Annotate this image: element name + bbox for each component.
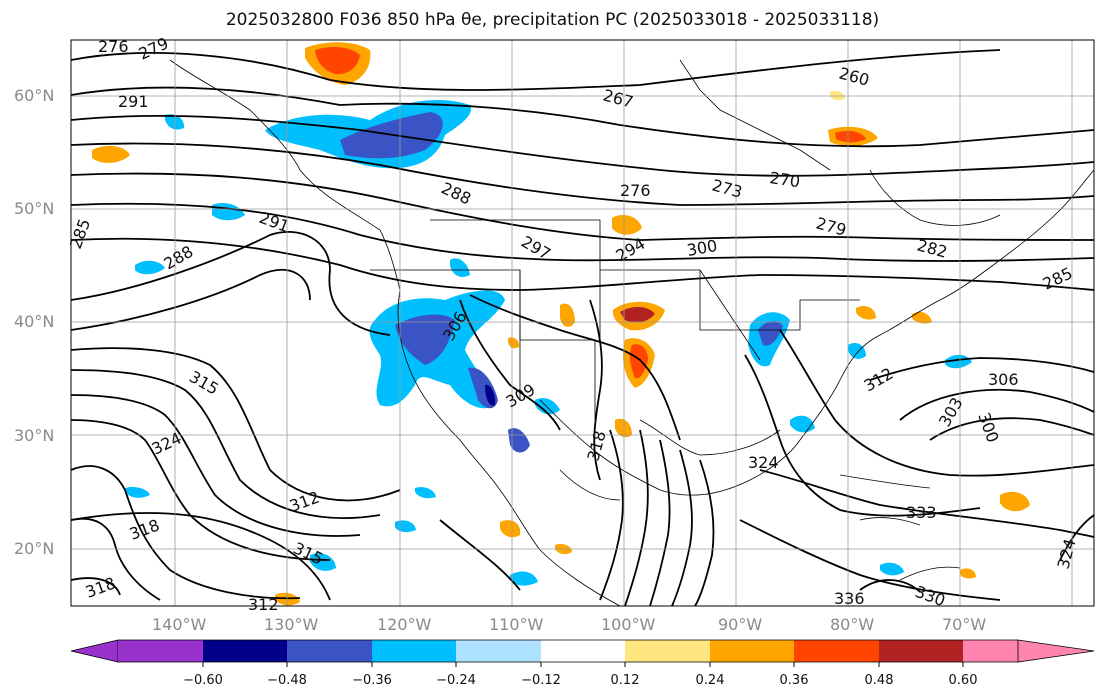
- lat-label-50n: 50°N: [14, 199, 54, 218]
- lat-lon-grid: [71, 40, 1094, 606]
- map-title: 2025032800 F036 850 hPa θe, precipitatio…: [225, 10, 880, 30]
- colorbar-segment: [879, 640, 963, 662]
- latitude-labels: 60°N 50°N 40°N 30°N 20°N: [14, 86, 54, 558]
- contour-label: 270: [768, 168, 801, 191]
- precip-positive-shading: [92, 42, 1030, 606]
- plot-border: [70, 39, 1095, 607]
- lon-label-100w: 100°W: [601, 615, 656, 634]
- colorbar-segment: [963, 640, 1018, 662]
- colorbar-segment: [794, 640, 879, 662]
- contour-label: 324: [748, 453, 779, 472]
- lon-label-80w: 80°W: [830, 615, 874, 634]
- lon-label-120w: 120°W: [377, 615, 432, 634]
- colorbar: −0.60 −0.48 −0.36 −0.24 −0.12 0.12 0.24 …: [70, 639, 1095, 688]
- contour-label: 291: [118, 92, 149, 111]
- colorbar-tick-label: −0.60: [183, 673, 223, 688]
- colorbar-tick-label: −0.12: [521, 673, 561, 688]
- colorbar-segment: [70, 639, 119, 663]
- theta-e-contours: [71, 49, 1094, 606]
- contour-label: 336: [834, 589, 865, 608]
- contour-label: 306: [988, 370, 1019, 389]
- colorbar-segment: [287, 640, 372, 662]
- colorbar-tick-label: 0.60: [949, 673, 978, 688]
- lon-label-130w: 130°W: [264, 615, 319, 634]
- colorbar-segment: [710, 640, 794, 662]
- colorbar-tick-label: 0.36: [780, 673, 809, 688]
- longitude-labels: 140°W 130°W 120°W 110°W 100°W 90°W 80°W …: [152, 615, 986, 634]
- lon-label-90w: 90°W: [718, 615, 762, 634]
- lon-label-70w: 70°W: [942, 615, 986, 634]
- colorbar-segment: [1017, 639, 1095, 663]
- lon-label-110w: 110°W: [489, 615, 544, 634]
- lat-label-30n: 30°N: [14, 426, 54, 445]
- colorbar-tick-label: −0.36: [352, 673, 392, 688]
- colorbar-segment: [118, 640, 203, 662]
- lat-label-20n: 20°N: [14, 539, 54, 558]
- lat-label-60n: 60°N: [14, 86, 54, 105]
- colorbar-tick-label: 0.24: [696, 673, 725, 688]
- colorbar-tick-label: −0.48: [267, 673, 307, 688]
- colorbar-tick-label: −0.24: [436, 673, 476, 688]
- colorbar-segment: [625, 640, 710, 662]
- contour-label: 276: [620, 181, 651, 200]
- contour-label: 333: [906, 503, 937, 522]
- contour-label: 276: [98, 37, 129, 56]
- colorbar-tick-label: 0.12: [611, 673, 640, 688]
- colorbar-tick-label: 0.48: [865, 673, 894, 688]
- colorbar-segment: [203, 640, 287, 662]
- colorbar-segment: [541, 640, 625, 662]
- colorbar-segment: [372, 640, 456, 662]
- coastlines: [169, 59, 1094, 606]
- plot-area: [71, 40, 1094, 606]
- precip-negative-shading: [125, 100, 972, 586]
- contour-label: 312: [248, 595, 279, 614]
- lon-label-140w: 140°W: [152, 615, 207, 634]
- colorbar-segment: [456, 640, 541, 662]
- lat-label-40n: 40°N: [14, 312, 54, 331]
